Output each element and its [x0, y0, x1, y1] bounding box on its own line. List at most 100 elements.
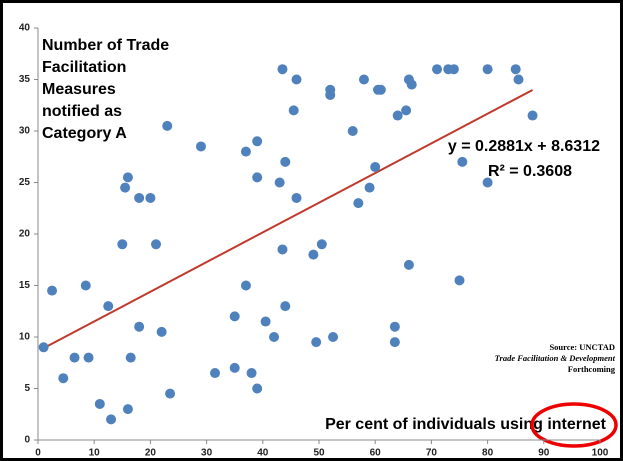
point: [277, 64, 288, 75]
point: [252, 172, 263, 183]
point: [103, 301, 114, 312]
point: [291, 192, 302, 203]
point: [80, 280, 91, 291]
point: [482, 177, 493, 188]
source-line: Forthcoming: [568, 364, 616, 374]
point: [260, 316, 271, 327]
y-tick-label: 0: [24, 435, 30, 446]
chart-title: Number of Trade: [42, 37, 169, 54]
point: [288, 105, 299, 116]
point: [513, 74, 524, 85]
point: [151, 239, 162, 250]
point: [83, 352, 94, 363]
point: [364, 182, 375, 193]
x-tick-label: 50: [313, 448, 325, 459]
point: [274, 177, 285, 188]
trendline: [43, 89, 534, 350]
point: [389, 337, 400, 348]
point: [291, 74, 302, 85]
point: [240, 146, 251, 157]
point: [125, 352, 136, 363]
highlight-ellipse: [530, 402, 618, 448]
point: [94, 398, 105, 409]
r-squared: R² = 0.3608: [488, 163, 572, 180]
point: [252, 136, 263, 147]
point: [210, 368, 221, 379]
point: [432, 64, 443, 75]
point: [240, 280, 251, 291]
point: [277, 244, 288, 255]
point: [47, 285, 58, 296]
source-line: Trade Facilitation & Development: [495, 353, 616, 363]
y-tick-label: 25: [19, 177, 31, 188]
point: [389, 321, 400, 332]
point: [403, 259, 414, 270]
x-tick-label: 80: [482, 448, 494, 459]
chart-title: Category A: [42, 125, 127, 142]
point: [106, 414, 117, 425]
point: [347, 126, 358, 136]
point: [122, 172, 133, 183]
point: [38, 342, 49, 353]
y-tick-label: 40: [19, 23, 31, 34]
x-tick-label: 60: [370, 448, 382, 459]
point: [527, 110, 538, 121]
point: [229, 362, 240, 373]
equation: y = 0.2881x + 8.6312: [448, 138, 600, 155]
y-tick-label: 35: [19, 74, 31, 85]
x-tick-label: 90: [538, 448, 550, 459]
point: [134, 321, 145, 332]
point: [280, 301, 291, 312]
point: [311, 337, 322, 348]
point: [375, 84, 386, 95]
point: [122, 404, 133, 415]
point: [269, 332, 280, 342]
point: [358, 74, 369, 85]
x-tick-label: 20: [145, 448, 157, 459]
point: [58, 373, 69, 384]
point: [280, 156, 291, 167]
y-tick-label: 15: [19, 280, 31, 291]
y-tick-label: 10: [19, 332, 31, 343]
point: [454, 275, 465, 286]
point: [316, 239, 327, 250]
point: [406, 79, 417, 90]
point: [328, 332, 339, 342]
x-tick-label: 10: [89, 448, 101, 459]
point: [370, 162, 381, 173]
y-tick-label: 30: [19, 126, 31, 137]
chart-title: notified as: [42, 103, 122, 120]
point: [308, 249, 319, 260]
y-tick-label: 5: [24, 383, 30, 394]
point: [229, 311, 240, 322]
point: [117, 239, 128, 250]
point: [120, 182, 131, 193]
point: [246, 368, 257, 379]
point: [353, 198, 364, 209]
point: [392, 110, 403, 121]
point: [156, 326, 167, 337]
x-tick-label: 70: [426, 448, 438, 459]
point: [252, 383, 263, 394]
point: [401, 105, 412, 116]
point: [145, 192, 156, 203]
chart-title: Measures: [42, 81, 116, 98]
x-tick-label: 30: [201, 448, 213, 459]
point: [134, 192, 145, 203]
point: [165, 388, 176, 399]
x-axis-label: Per cent of individuals using internet: [325, 416, 607, 433]
x-tick-label: 40: [257, 448, 269, 459]
point: [195, 141, 206, 152]
x-tick-label: 100: [592, 448, 609, 459]
x-tick-label: 0: [35, 448, 41, 459]
point: [448, 64, 459, 75]
point: [482, 64, 493, 75]
point: [457, 156, 468, 167]
point: [510, 64, 521, 75]
chart-title: Facilitation: [42, 59, 126, 76]
point: [162, 120, 173, 131]
y-tick-label: 20: [19, 229, 31, 240]
source-line: Source: UNCTAD: [549, 342, 615, 352]
point: [69, 352, 80, 363]
